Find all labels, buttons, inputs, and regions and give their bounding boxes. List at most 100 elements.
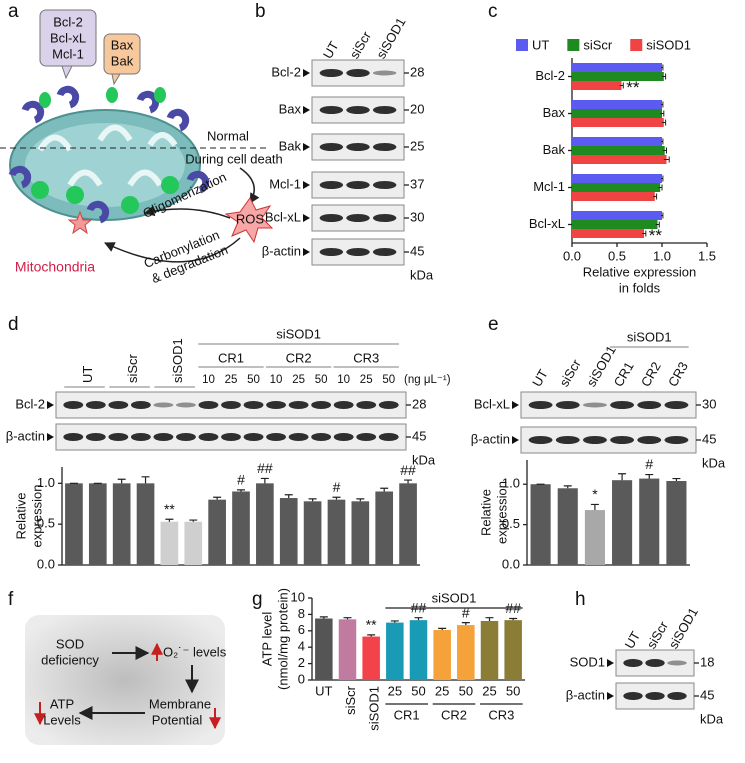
band [288, 401, 309, 409]
error-bar [367, 634, 376, 637]
error-bar [260, 477, 269, 484]
lane-label: CR1 [611, 359, 637, 389]
significance: ** [649, 226, 663, 245]
error-bar [380, 487, 389, 492]
arrow [143, 205, 231, 219]
significance: ** [626, 78, 640, 97]
error-bar [461, 622, 470, 626]
row-marker [47, 401, 54, 409]
band [582, 402, 607, 408]
bar [433, 629, 451, 680]
row-label: Mcl-1 [269, 176, 301, 191]
protein-label: Bcl-2 [53, 14, 83, 29]
error-bar [141, 476, 150, 484]
legend-label: siScr [583, 37, 613, 52]
kda-label: 45 [410, 243, 424, 258]
state-label: Normal [207, 128, 249, 143]
kda-label: 18 [700, 654, 714, 669]
error-bar [390, 620, 399, 623]
band [555, 401, 580, 409]
row-marker [303, 143, 310, 151]
y-tick-label: 1.0 [37, 475, 55, 490]
error-bar [343, 617, 352, 620]
band [378, 401, 399, 409]
group-label: CR1 [218, 350, 244, 365]
band [266, 433, 286, 441]
band [346, 143, 370, 151]
arrow [104, 237, 241, 263]
anti-proteins [8, 85, 210, 224]
legend-label: UT [532, 37, 549, 52]
super-label: siSOD1 [627, 329, 672, 344]
lane-label: siScr [347, 28, 375, 61]
error-bar [661, 64, 664, 71]
band [664, 436, 689, 444]
protein [56, 85, 80, 109]
node-label: Levels [43, 712, 81, 727]
significance: # [237, 472, 245, 488]
row-marker [512, 401, 519, 409]
bar [184, 521, 203, 565]
protein-label: Bcl-xL [50, 30, 86, 45]
band [372, 214, 397, 222]
protein [21, 100, 45, 124]
bar [504, 620, 522, 680]
legend-swatch [567, 39, 580, 51]
damage-star [67, 210, 93, 235]
lane-label: siScr [125, 353, 140, 383]
band [372, 181, 397, 189]
y-tick-label: 0.5 [37, 516, 55, 531]
band [130, 401, 151, 409]
error-bar [660, 110, 665, 117]
band [153, 433, 174, 441]
legend-label: siSOD1 [646, 37, 691, 52]
kda-label: 28 [410, 64, 424, 79]
node-label: Membrane [149, 696, 211, 711]
bar [88, 483, 107, 565]
error-bar [661, 101, 664, 108]
row-marker [512, 436, 519, 444]
panel-label: a [8, 1, 19, 22]
error-bar [117, 478, 126, 484]
kda-label: 45 [702, 431, 716, 446]
panel-label: h [575, 589, 586, 610]
protein [136, 90, 160, 114]
bar [666, 481, 687, 565]
band [372, 70, 397, 76]
band [153, 402, 174, 408]
row-label: Bcl-xL [265, 209, 301, 224]
bar [399, 483, 417, 565]
row-marker [607, 659, 614, 667]
bar [572, 211, 662, 220]
protein [121, 196, 139, 214]
band [319, 248, 344, 256]
row-marker [607, 692, 614, 700]
diagram-f: SOD deficiency O₂˙⁻ levels Membrane Pote… [25, 615, 227, 745]
row-marker [47, 433, 54, 441]
band [108, 433, 129, 441]
y-axis-label: (nmol/mg protein) [275, 588, 290, 690]
y-axis-label: expression [29, 485, 44, 548]
ros-star [224, 197, 274, 244]
protein [31, 181, 49, 199]
band [346, 69, 370, 77]
protein [86, 200, 110, 224]
band [372, 248, 397, 256]
panel-label: g [252, 589, 263, 610]
super-label: siSOD1 [432, 590, 477, 605]
kda-label: 45 [700, 687, 714, 702]
band [221, 401, 241, 409]
band [333, 401, 354, 409]
band [664, 401, 689, 409]
y-tick-label: 0.0 [37, 556, 55, 571]
bar [256, 483, 274, 565]
x-axis-label: in folds [619, 280, 661, 295]
bar [338, 619, 357, 680]
error-bar [619, 82, 624, 89]
band [63, 433, 84, 441]
band [372, 106, 397, 114]
band [346, 214, 370, 222]
bar [572, 183, 661, 192]
band [85, 401, 106, 409]
bar [315, 618, 333, 680]
